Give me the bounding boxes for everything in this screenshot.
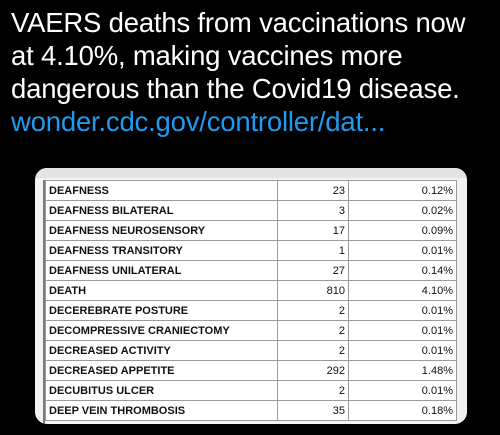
table-row: DEAFNESS NEUROSENSORY 17 0.09% [45, 220, 457, 241]
table-row: DEAFNESS 23 0.12% [45, 180, 457, 201]
percent-cell: 0.14% [348, 260, 457, 281]
percent-cell: 0.02% [348, 200, 457, 221]
count-cell: 292 [277, 360, 349, 381]
term-cell: DECOMPRESSIVE CRANIECTOMY [45, 320, 278, 341]
count-cell: 1 [277, 240, 349, 261]
percent-cell: 0.18% [348, 400, 457, 421]
term-cell: DEATH [45, 280, 278, 301]
table-row: DECREASED APPETITE 292 1.48% [45, 360, 457, 381]
percent-cell: 0.01% [348, 240, 457, 261]
percent-cell: 0.01% [348, 340, 457, 361]
count-cell: 23 [277, 180, 349, 201]
count-cell: 2 [277, 300, 349, 321]
count-cell: 27 [277, 260, 349, 281]
table-row: DEEP VEIN THROMBOSIS 35 0.18% [45, 400, 457, 421]
count-cell: 17 [277, 220, 349, 241]
percent-cell: 4.10% [348, 280, 457, 301]
tweet-line-2: at 4.10%, making vaccines more [11, 40, 403, 71]
table-row: DECOMPRESSIVE CRANIECTOMY 2 0.01% [45, 320, 457, 341]
term-cell: DECEREBRATE POSTURE [45, 300, 278, 321]
table-row: DEAFNESS TRANSITORY 1 0.01% [45, 240, 457, 261]
count-cell: 2 [277, 340, 349, 361]
attached-image[interactable]: DEAFNESS 23 0.12% DEAFNESS BILATERAL 3 0.02% D… [33, 166, 473, 426]
tweet-text: VAERS deaths from vaccinations now at 4.… [11, 6, 497, 138]
tweet-link[interactable]: wonder.cdc.gov/controller/dat... [11, 106, 386, 137]
percent-cell: 0.01% [348, 320, 457, 341]
table-row: DEAFNESS BILATERAL 3 0.02% [45, 200, 457, 221]
term-cell: DECUBITUS ULCER [45, 380, 278, 401]
table-row: DECREASED ACTIVITY 2 0.01% [45, 340, 457, 361]
percent-cell: 0.01% [348, 300, 457, 321]
count-cell: 3 [277, 200, 349, 221]
percent-cell: 0.01% [348, 380, 457, 401]
percent-cell: 1.48% [348, 360, 457, 381]
term-cell: DEAFNESS NEUROSENSORY [45, 220, 278, 241]
table-row: DEAFNESS UNILATERAL 27 0.14% [45, 260, 457, 281]
term-cell: DECREASED ACTIVITY [45, 340, 278, 361]
tweet-line-1: VAERS deaths from vaccinations now [11, 7, 466, 38]
count-cell: 35 [277, 400, 349, 421]
tweet-line-3: dangerous than the Covid19 disease. [11, 73, 460, 104]
spreadsheet-screenshot: DEAFNESS 23 0.12% DEAFNESS BILATERAL 3 0.02% D… [35, 168, 467, 424]
table-row: DECEREBRATE POSTURE 2 0.01% [45, 300, 457, 321]
term-cell: DECREASED APPETITE [45, 360, 278, 381]
percent-cell: 0.09% [348, 220, 457, 241]
count-cell: 810 [277, 280, 349, 301]
term-cell: DEAFNESS [45, 180, 278, 201]
vaers-table: DEAFNESS 23 0.12% DEAFNESS BILATERAL 3 0.02% D… [45, 180, 457, 421]
term-cell: DEAFNESS UNILATERAL [45, 260, 278, 281]
count-cell: 2 [277, 380, 349, 401]
sheet-left-edge [43, 180, 45, 424]
term-cell: DEAFNESS BILATERAL [45, 200, 278, 221]
sheet-header-strip [35, 168, 467, 178]
term-cell: DEEP VEIN THROMBOSIS [45, 400, 278, 421]
percent-cell: 0.12% [348, 180, 457, 201]
count-cell: 2 [277, 320, 349, 341]
table-row: DECUBITUS ULCER 2 0.01% [45, 380, 457, 401]
table-row: DEATH 810 4.10% [45, 280, 457, 301]
term-cell: DEAFNESS TRANSITORY [45, 240, 278, 261]
